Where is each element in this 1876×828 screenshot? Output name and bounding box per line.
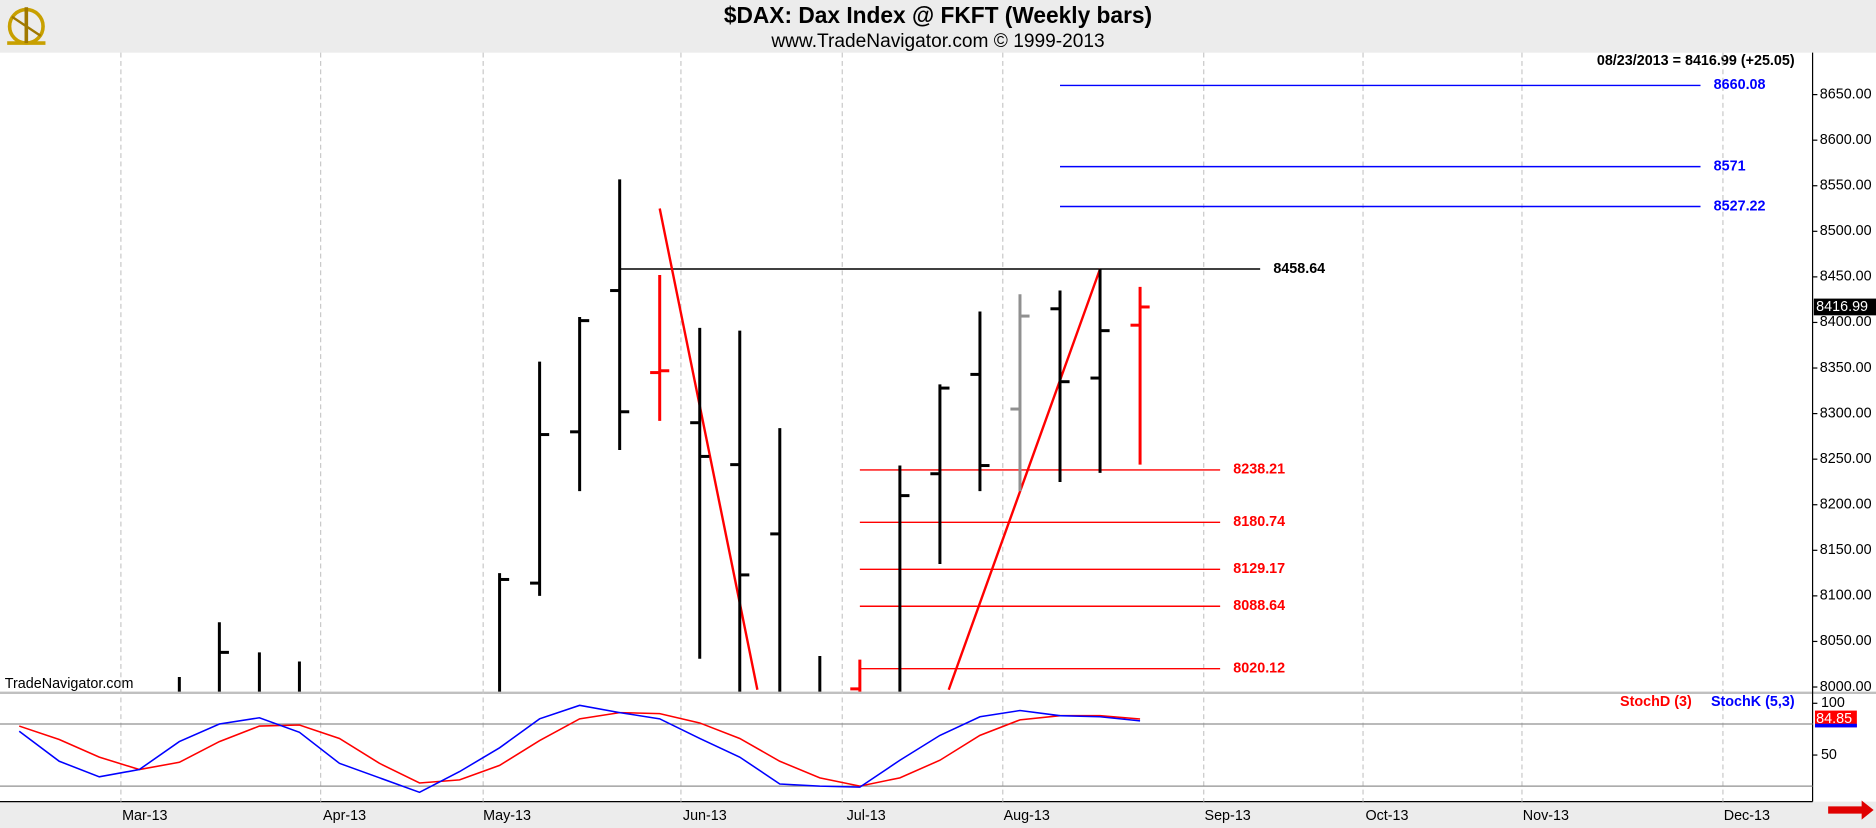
right-axis-area xyxy=(1812,52,1876,802)
scroll-arrow[interactable] xyxy=(1828,800,1874,820)
y-tick-label: 8200.00 xyxy=(1820,497,1872,513)
y-tick-label: 8350.00 xyxy=(1820,360,1872,376)
level-label: 8458.64 xyxy=(1273,261,1325,277)
y-tick-label: 8050.00 xyxy=(1820,633,1872,649)
x-tick-label: Aug-13 xyxy=(1004,808,1050,824)
y-tick-label: 8500.00 xyxy=(1820,223,1872,239)
chart-subtitle: www.TradeNavigator.com © 1999-2013 xyxy=(770,31,1104,52)
level-label: 8129.17 xyxy=(1233,561,1285,577)
y-tick-label: 8600.00 xyxy=(1820,132,1872,148)
y-tick-label: 8000.00 xyxy=(1820,679,1872,695)
y-tick-label: 8550.00 xyxy=(1820,178,1872,194)
price-panel xyxy=(0,52,1813,692)
watermark: TradeNavigator.com xyxy=(5,676,134,692)
last-value-label: 84.85 xyxy=(1816,711,1852,727)
x-tick-label: Dec-13 xyxy=(1724,808,1770,824)
level-label: 8180.74 xyxy=(1233,514,1285,530)
x-tick-label: Apr-13 xyxy=(323,808,366,824)
header-note: 08/23/2013 = 8416.99 (+25.05) xyxy=(1597,53,1795,69)
legend-entry: StochK (5,3) xyxy=(1711,694,1795,710)
y-tick-label: 50 xyxy=(1821,747,1837,763)
x-tick-label: Sep-13 xyxy=(1205,808,1251,824)
level-label: 8571 xyxy=(1714,158,1746,174)
x-tick-label: Jul-13 xyxy=(847,808,886,824)
y-tick-label: 8450.00 xyxy=(1820,269,1872,285)
logo xyxy=(7,7,46,45)
x-tick-label: May-13 xyxy=(483,808,531,824)
y-tick-label: 100 xyxy=(1821,695,1845,711)
last-value-box xyxy=(1814,710,1857,728)
level-label: 8088.64 xyxy=(1233,598,1285,614)
stoch-line xyxy=(18,711,1141,787)
level-label: 8020.12 xyxy=(1233,660,1285,676)
stoch-panel xyxy=(0,693,1813,802)
last-price-label: 8416.99 xyxy=(1816,299,1868,315)
level-label: 8660.08 xyxy=(1714,77,1766,93)
x-tick-label: Jun-13 xyxy=(683,808,727,824)
y-tick-label: 8100.00 xyxy=(1820,588,1872,604)
chart-title: $DAX: Dax Index @ FKFT (Weekly bars) xyxy=(724,2,1152,28)
y-tick-label: 8150.00 xyxy=(1820,542,1872,558)
x-tick-label: Nov-13 xyxy=(1523,808,1569,824)
x-tick-label: Mar-13 xyxy=(122,808,167,824)
y-tick-label: 8300.00 xyxy=(1820,405,1872,421)
legend-entry: StochD (3) xyxy=(1620,694,1692,710)
y-tick-label: 8400.00 xyxy=(1820,314,1872,330)
last-price-box xyxy=(1813,298,1876,316)
y-tick-label: 8650.00 xyxy=(1820,86,1872,102)
last-value-strip xyxy=(1814,723,1857,728)
trend-line xyxy=(947,268,1102,691)
y-tick-label: 8250.00 xyxy=(1820,451,1872,467)
x-tick-label: Oct-13 xyxy=(1365,808,1408,824)
level-label: 8238.21 xyxy=(1233,462,1285,478)
level-label: 8527.22 xyxy=(1714,198,1766,214)
stoch-line xyxy=(18,704,1141,794)
